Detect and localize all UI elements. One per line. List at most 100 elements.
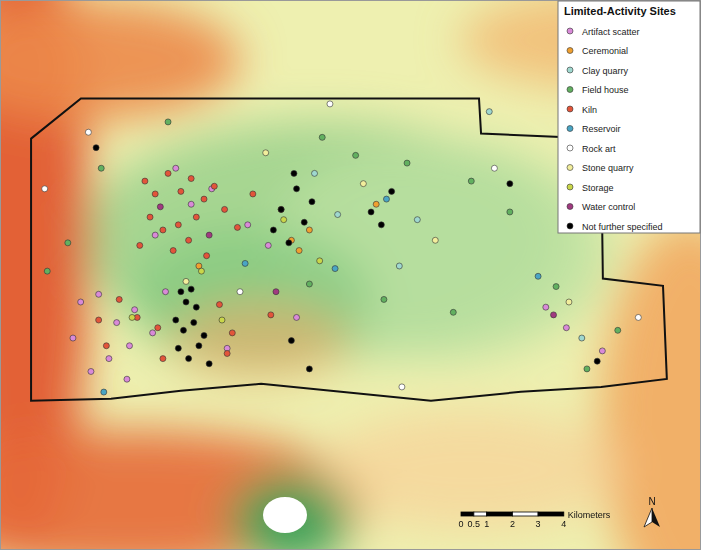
site-point xyxy=(237,289,243,295)
site-point xyxy=(101,389,107,395)
site-point xyxy=(175,222,181,228)
site-point xyxy=(332,266,338,272)
site-point xyxy=(162,289,168,295)
site-point xyxy=(198,268,204,274)
site-point xyxy=(566,299,572,305)
scale-segment xyxy=(512,512,538,516)
site-point xyxy=(432,237,438,243)
site-group xyxy=(44,119,621,372)
terrain xyxy=(1,1,700,549)
site-point xyxy=(553,284,559,290)
scale-segment xyxy=(461,512,474,516)
site-point xyxy=(234,224,240,230)
terrain-patch xyxy=(230,475,350,549)
site-group xyxy=(96,170,274,361)
scale-label: 0 xyxy=(458,519,463,529)
site-group xyxy=(312,109,585,341)
site-point xyxy=(126,343,132,349)
site-group xyxy=(129,217,323,323)
map: Limited-Activity SitesArtifact scatterCe… xyxy=(0,0,701,550)
site-point xyxy=(129,314,135,320)
site-point xyxy=(245,222,251,228)
site-point xyxy=(85,129,91,135)
scale-label: 1 xyxy=(484,519,489,529)
legend-swatch xyxy=(567,48,573,54)
site-point xyxy=(599,348,605,354)
site-point xyxy=(106,356,112,362)
site-point xyxy=(404,160,410,166)
legend-title: Limited-Activity Sites xyxy=(564,5,676,17)
site-point xyxy=(468,178,474,184)
legend-label: Kiln xyxy=(582,105,597,115)
legend-label: Water control xyxy=(582,202,635,212)
site-group xyxy=(157,204,556,318)
legend-box xyxy=(558,1,700,233)
site-point xyxy=(70,335,76,341)
site-point xyxy=(183,299,189,305)
site-point xyxy=(368,209,374,215)
site-point xyxy=(270,227,276,233)
site-point xyxy=(44,268,50,274)
site-point xyxy=(312,170,318,176)
site-point xyxy=(96,317,102,323)
site-point xyxy=(132,307,138,313)
site-point xyxy=(378,222,384,228)
site-point xyxy=(88,368,94,374)
site-point xyxy=(584,366,590,372)
scale-bar: 00.51234Kilometers xyxy=(458,510,610,529)
site-point xyxy=(78,299,84,305)
site-point xyxy=(615,327,621,333)
site-point xyxy=(152,232,158,238)
site-point xyxy=(219,317,225,323)
north-label: N xyxy=(648,496,655,507)
site-point xyxy=(507,181,513,187)
north-arrow-left xyxy=(644,508,652,527)
site-point xyxy=(278,206,284,212)
site-point xyxy=(124,376,130,382)
site-point xyxy=(93,145,99,151)
legend-swatch xyxy=(567,184,573,190)
site-group xyxy=(196,201,379,269)
legend: Limited-Activity SitesArtifact scatterCe… xyxy=(558,1,700,233)
site-point xyxy=(180,327,186,333)
site-point xyxy=(216,302,222,308)
site-point xyxy=(96,291,102,297)
scale-segment xyxy=(474,512,487,516)
site-point xyxy=(286,240,292,246)
site-point xyxy=(319,134,325,140)
site-point xyxy=(265,242,271,248)
legend-label: Storage xyxy=(582,183,614,193)
site-point xyxy=(103,343,109,349)
legend-label: Reservoir xyxy=(582,124,621,134)
site-point xyxy=(242,260,248,266)
terrain-patch xyxy=(170,300,350,380)
site-point xyxy=(222,206,228,212)
site-point xyxy=(288,338,294,344)
terrain-peak xyxy=(263,497,307,533)
site-point xyxy=(414,217,420,223)
site-point xyxy=(306,227,312,233)
site-point xyxy=(383,196,389,202)
site-point xyxy=(114,320,120,326)
site-point xyxy=(551,312,557,318)
site-point xyxy=(188,176,194,182)
site-point xyxy=(193,214,199,220)
site-point xyxy=(353,152,359,158)
site-point xyxy=(42,186,48,192)
site-point xyxy=(491,165,497,171)
site-point xyxy=(170,248,176,254)
site-point xyxy=(193,304,199,310)
site-point xyxy=(317,258,323,264)
site-point xyxy=(206,361,212,367)
site-point xyxy=(563,325,569,331)
site-point xyxy=(98,165,104,171)
site-point xyxy=(142,178,148,184)
site-group xyxy=(93,145,600,372)
site-point xyxy=(306,281,312,287)
site-point xyxy=(507,209,513,215)
site-point xyxy=(229,330,235,336)
site-point xyxy=(178,188,184,194)
site-point xyxy=(201,332,207,338)
site-point xyxy=(250,191,256,197)
legend-label: Rock art xyxy=(582,144,616,154)
